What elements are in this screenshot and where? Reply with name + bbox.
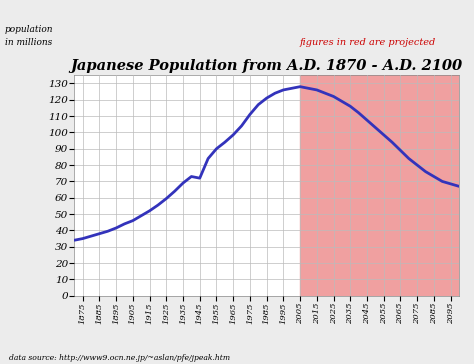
Text: in millions: in millions <box>5 38 52 47</box>
Text: data source: http://www9.ocn.ne.jp/~aslan/pfe/jpeak.htm: data source: http://www9.ocn.ne.jp/~asla… <box>9 354 231 362</box>
Bar <box>300 75 474 296</box>
Text: figures in red are projected: figures in red are projected <box>300 38 436 47</box>
Title: Japanese Population from A.D. 1870 - A.D. 2100: Japanese Population from A.D. 1870 - A.D… <box>71 59 463 73</box>
Text: population: population <box>5 25 53 35</box>
